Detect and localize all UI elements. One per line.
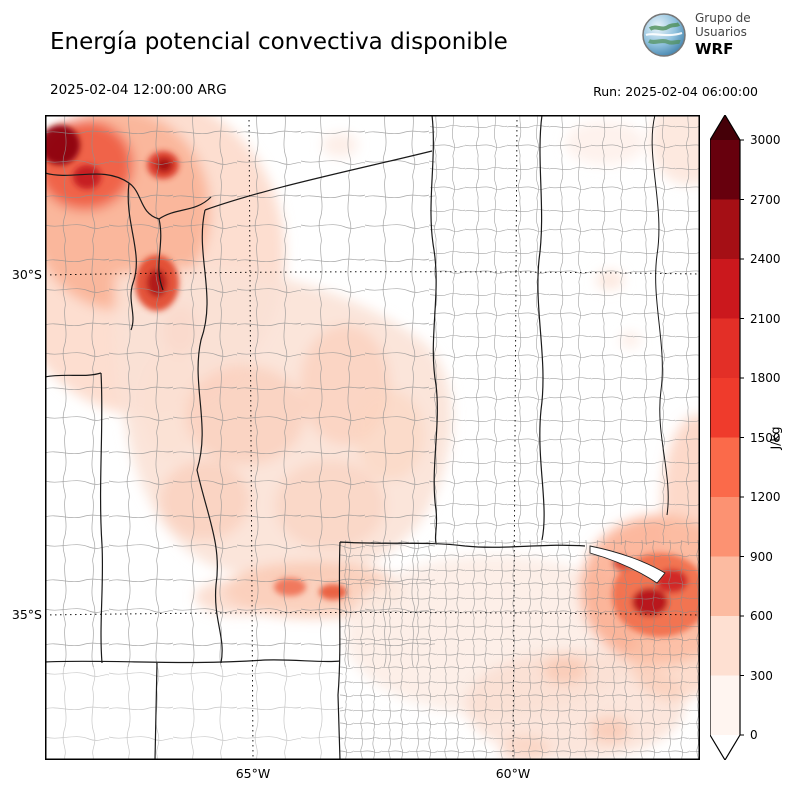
- map-border: [45, 115, 700, 760]
- logo-org-line1: Grupo de: [695, 11, 751, 26]
- colorbar-tick-label: 600: [750, 609, 773, 623]
- colorbar-tick-label: 300: [750, 668, 773, 683]
- colorbar-tick-label: 1200: [750, 490, 781, 504]
- colorbar-tick-label: 2100: [750, 311, 781, 326]
- colorbar-scale: [710, 115, 744, 760]
- colorbar-tick-label: 0: [750, 728, 758, 742]
- wrf-logo: Grupo de Usuarios WRF: [640, 11, 751, 59]
- logo-org-line2: Usuarios: [695, 25, 747, 39]
- colorbar-tick-label: 1800: [750, 371, 781, 385]
- colorbar-under-arrow: [710, 735, 740, 760]
- colorbar-tick-label: 2400: [750, 252, 781, 266]
- colorbar: 3000 2700 2400 2100 1800 1500 1200 900 600 300 0 J…: [710, 115, 800, 760]
- run-time-label: Run: 2025-02-04 06:00:00: [593, 84, 758, 99]
- colorbar-tick-label: 3000: [750, 133, 781, 147]
- colorbar-tick-label: 2700: [750, 192, 781, 207]
- valid-time-label: 2025-02-04 12:00:00 ARG: [50, 82, 227, 98]
- lat-label-35s: 35°S: [11, 607, 42, 622]
- logo-wrf-label: WRF: [695, 39, 734, 58]
- lat-label-30s: 30°S: [11, 267, 42, 282]
- colorbar-unit-label: J/kg: [767, 425, 783, 450]
- colorbar-segments: [710, 140, 740, 736]
- colorbar-tick-labels: 3000 2700 2400 2100 1800 1500 1200 900 600 300 0: [710, 115, 800, 760]
- province-boundaries: [44, 114, 669, 761]
- rio-de-la-plata-water: [589, 545, 666, 584]
- colorbar-tick-label: 1500: [750, 430, 781, 445]
- department-boundaries: [45, 115, 700, 760]
- colorbar-tickmarks: [740, 139, 744, 736]
- lon-label-65w: 65°W: [235, 766, 271, 781]
- wrf-globe-icon: [642, 13, 686, 57]
- lon-label-60w: 60°W: [495, 766, 531, 781]
- colorbar-over-arrow: [710, 115, 740, 140]
- plot-title: Energía potencial convectiva disponible: [50, 29, 508, 55]
- colorbar-tick-label: 900: [750, 549, 773, 564]
- map-canvas: [5, 95, 740, 764]
- cape-map: [5, 95, 740, 764]
